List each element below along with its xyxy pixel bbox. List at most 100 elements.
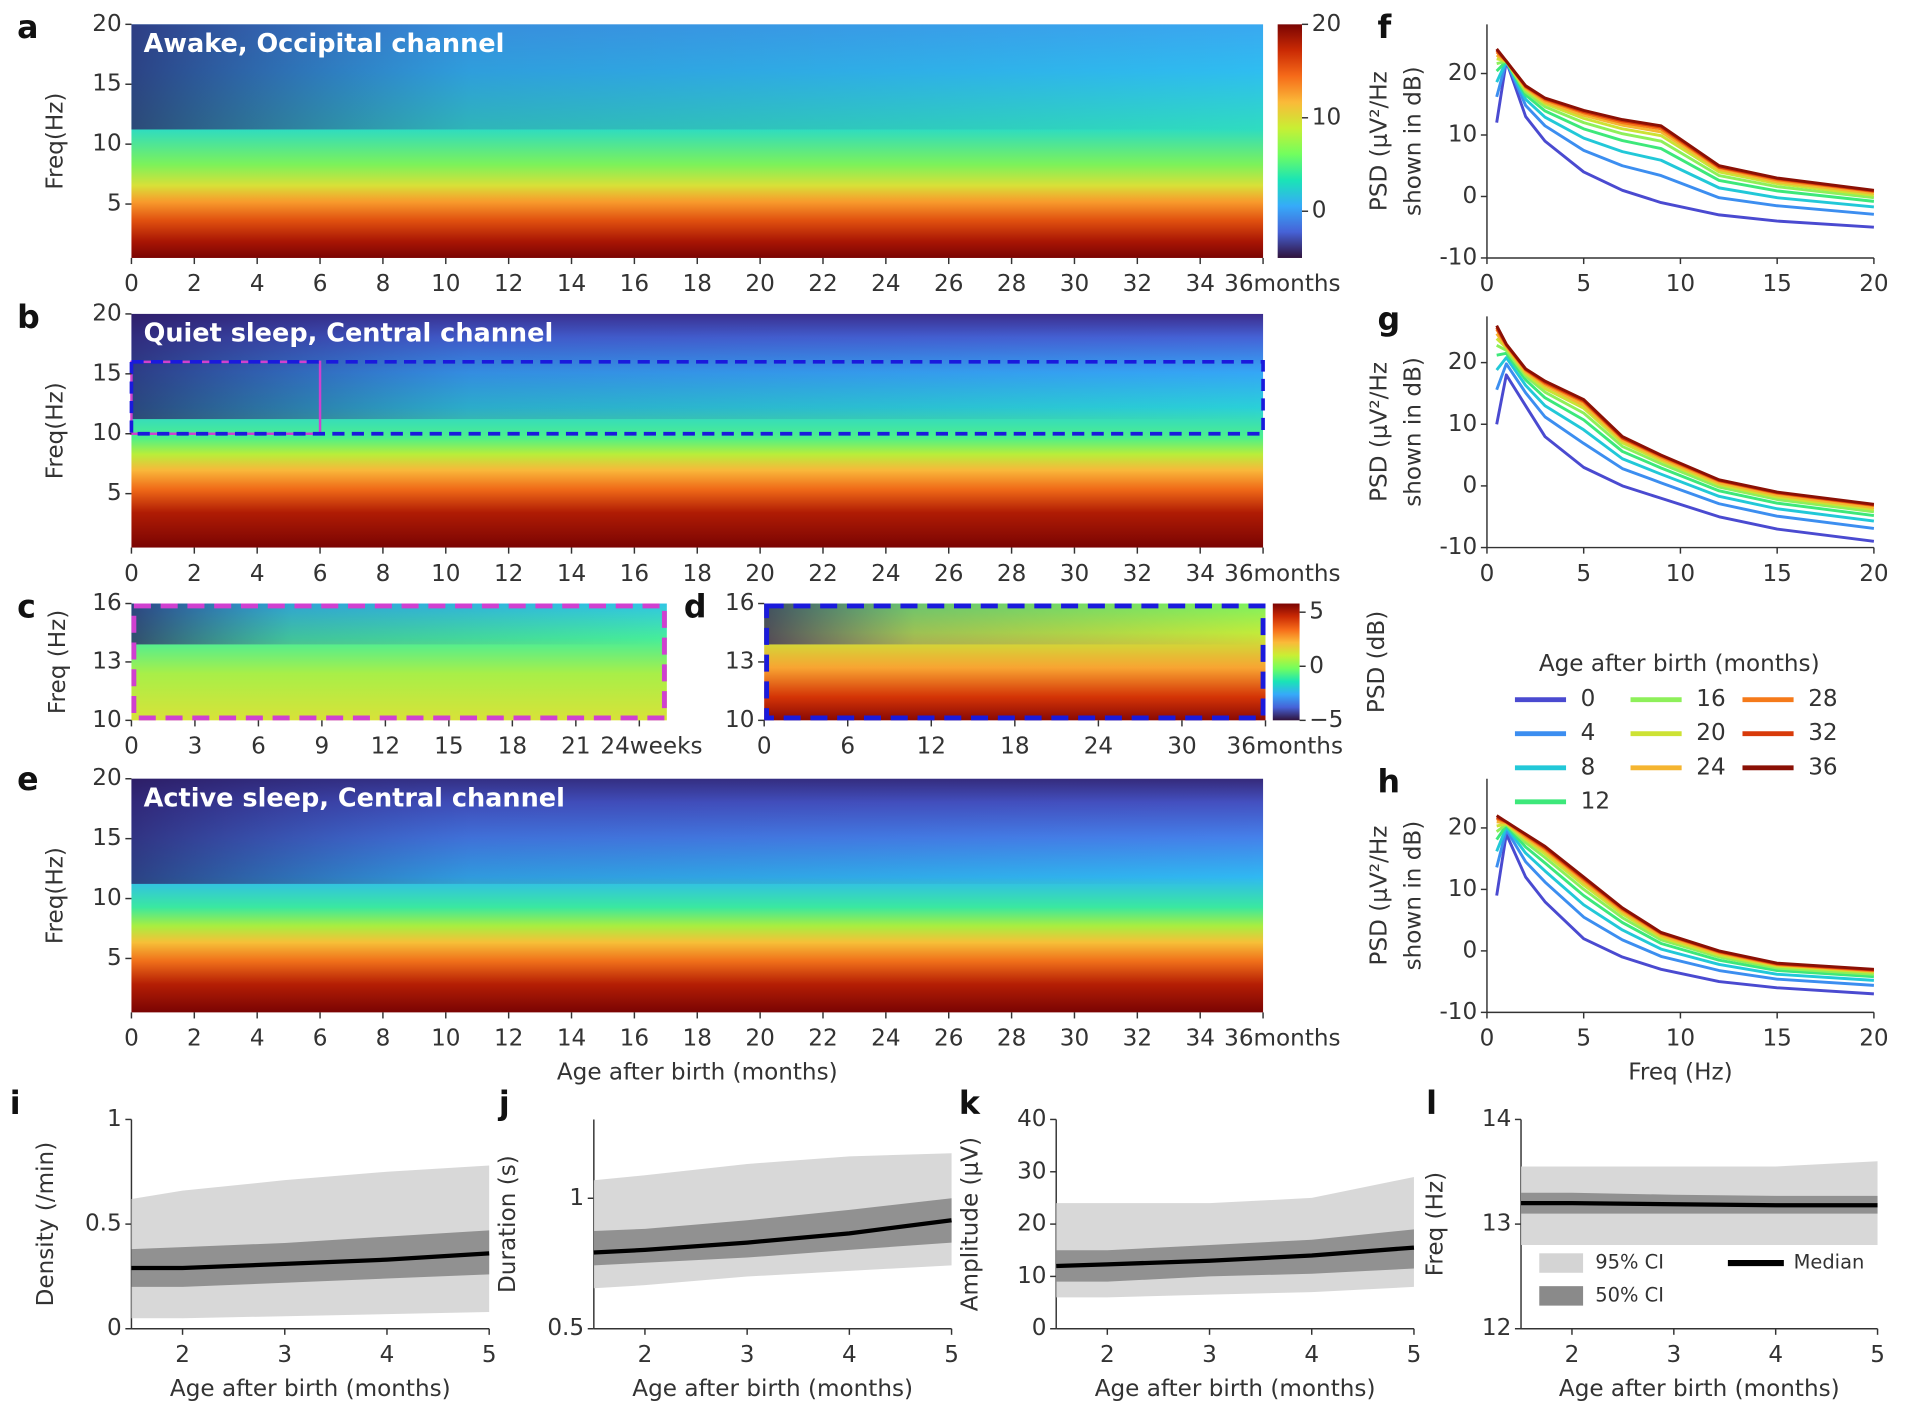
y-tick-label: 12 [1482,1315,1511,1341]
y-axis-label: Freq (Hz) [45,610,71,714]
legend-label: 16 [1696,686,1725,712]
x-tick-label: 15 [434,734,463,760]
x-tick-label: 16 [620,1026,649,1052]
x-tick-label: 10 [1666,1026,1695,1052]
x-tick-label: 32 [1123,1026,1152,1052]
x-tick-label: 0 [1480,561,1495,587]
x-tick-label: 30 [1060,561,1089,587]
x-tick-label: 36months [1224,1026,1340,1052]
x-tick-label: 28 [997,1026,1026,1052]
y-tick-label: 40 [1017,1106,1046,1132]
y-tick-label: -10 [1439,534,1477,560]
y-axis-label: shown in dB) [1400,66,1426,216]
panel-letter: c [17,589,36,625]
x-axis-label: Freq (Hz) [1628,1060,1732,1086]
legend-label: 28 [1808,686,1837,712]
legend-label: 50% CI [1595,1283,1664,1306]
psd-line [1496,351,1875,518]
x-tick-label: 24weeks [600,734,702,760]
x-tick-label: 10 [1666,561,1695,587]
x-tick-label: 20 [1859,1026,1888,1052]
psd-line [1495,362,1875,530]
highlight-box [129,360,1265,436]
x-tick-label: 16 [620,271,649,297]
x-tick-label: 14 [557,1026,586,1052]
y-tick-label: 13 [92,648,121,674]
x-tick-label: 8 [376,1026,391,1052]
x-tick-label: 14 [557,271,586,297]
x-tick-label: 4 [380,1342,395,1368]
y-tick-label: 0 [1032,1315,1047,1341]
x-axis-label: Age after birth (months) [1095,1376,1376,1402]
psd-line [1495,824,1874,979]
x-tick-label: 0 [124,734,139,760]
x-axis-label: Age after birth (months) [557,1060,838,1086]
median-line [1056,1245,1415,1269]
y-axis-label: PSD (μV²/Hz [1366,826,1392,966]
y-tick-label: -10 [1439,999,1477,1025]
x-tick-label: 30 [1060,271,1089,297]
x-tick-label: 3 [740,1342,755,1368]
psd-line [1495,59,1874,229]
x-tick-label: 0 [1480,271,1495,297]
legend-label: 0 [1581,686,1596,712]
legend-label: 4 [1581,720,1596,746]
y-tick-label: 5 [107,480,122,506]
x-tick-label: 6 [313,561,328,587]
x-axis-label: Age after birth (months) [632,1376,913,1402]
x-tick-label: 0 [757,734,772,760]
median-line [131,1251,490,1271]
x-tick-label: 9 [315,734,330,760]
x-axis-label: Age after birth (months) [170,1376,451,1402]
heatmap-shade [764,603,1266,645]
psd-line [1496,820,1874,973]
x-tick-label: 3 [1202,1342,1217,1368]
panel-letter: l [1426,1086,1437,1122]
x-tick-label: 10 [431,271,460,297]
panel-title: Quiet sleep, Central channel [144,319,554,349]
y-tick-label: 1 [107,1106,122,1132]
x-tick-label: 32 [1123,271,1152,297]
x-tick-label: 0 [1480,1026,1495,1052]
x-tick-label: 36months [1224,271,1340,297]
colorbar-tick-label: −5 [1309,707,1343,733]
x-tick-label: 20 [745,561,774,587]
median-line [593,1218,952,1255]
psd-line [1495,332,1875,509]
y-tick-label: 0 [1463,937,1478,963]
panel-letter: h [1377,765,1400,801]
x-tick-label: 2 [175,1342,190,1368]
psd-line [1496,57,1875,197]
y-tick-label: 16 [725,590,754,616]
psd-line [1495,328,1875,508]
x-tick-label: 36months [1224,561,1340,587]
y-tick-label: 20 [1448,60,1477,86]
y-tick-label: 14 [1482,1106,1511,1132]
y-axis-label: shown in dB) [1400,821,1426,971]
y-tick-label: 0 [1463,183,1478,209]
x-tick-label: 3 [1666,1342,1681,1368]
x-tick-label: 30 [1167,734,1196,760]
median-line [1521,1201,1878,1208]
x-tick-label: 34 [1185,271,1214,297]
x-tick-label: 15 [1762,271,1791,297]
legend-label: Median [1794,1251,1865,1274]
x-tick-label: 30 [1060,1026,1089,1052]
panel-letter: a [17,10,38,46]
x-tick-label: 18 [683,1026,712,1052]
y-tick-label: 20 [1448,349,1477,375]
y-tick-label: 20 [1017,1211,1046,1237]
x-tick-label: 3 [277,1342,292,1368]
x-tick-label: 12 [371,734,400,760]
x-tick-label: 2 [187,1026,202,1052]
x-tick-label: 14 [557,561,586,587]
legend-label: 12 [1581,788,1610,814]
legend-title: Age after birth (months) [1539,651,1820,677]
panel-letter: e [17,762,38,798]
legend-swatch [1539,1253,1584,1273]
y-axis-label: Amplitude (μV) [958,1137,984,1311]
panel-title: Awake, Occipital channel [144,29,505,59]
x-tick-label: 2 [638,1342,653,1368]
x-tick-label: 4 [842,1342,857,1368]
y-axis-label: PSD (μV²/Hz [1366,362,1392,502]
